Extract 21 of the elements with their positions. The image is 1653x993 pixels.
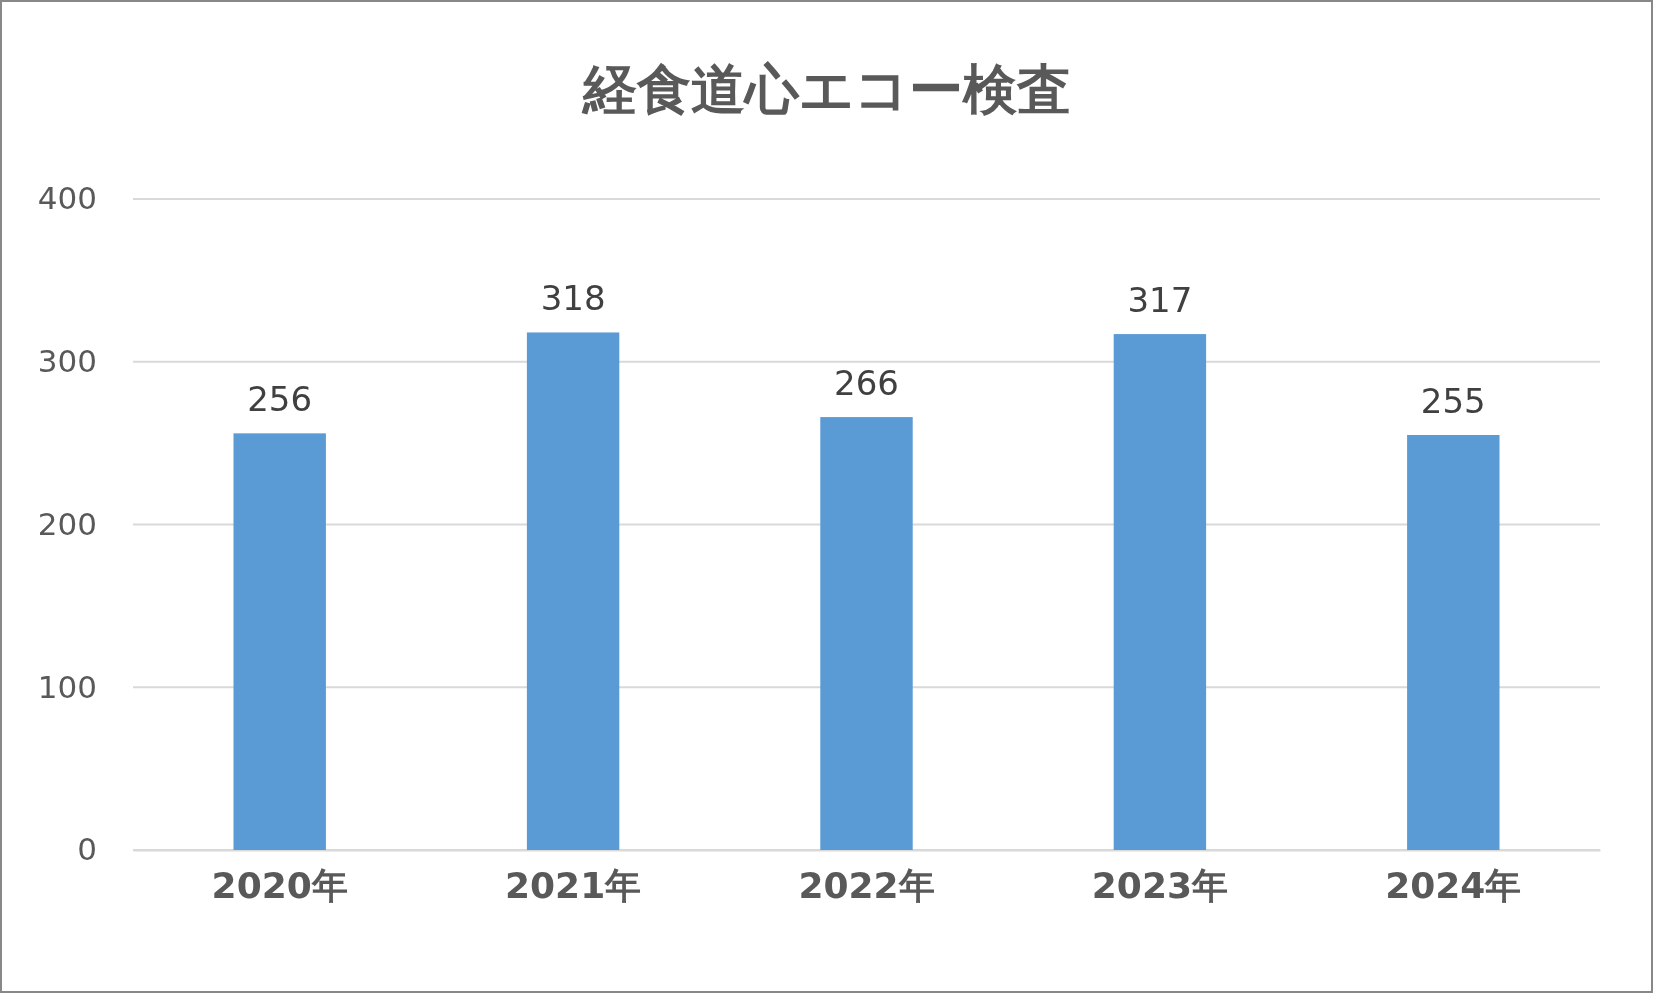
bar [820, 417, 913, 850]
x-tick-label: 2023年 [1091, 864, 1228, 906]
data-label: 318 [540, 278, 606, 319]
chart-title: 経食道心エコー検査 [580, 58, 1071, 121]
data-label: 317 [1127, 280, 1193, 321]
y-tick-label: 100 [37, 668, 97, 705]
x-tick-label: 2020年 [211, 864, 348, 906]
y-tick-label: 400 [37, 180, 97, 217]
data-label: 255 [1420, 380, 1486, 421]
x-tick-label: 2024年 [1385, 864, 1522, 906]
bar [526, 332, 620, 850]
x-tick-label: 2022年 [798, 864, 935, 906]
y-tick-label: 200 [37, 505, 97, 542]
bar [1113, 334, 1207, 850]
x-tick-label: 2021年 [505, 864, 642, 906]
data-label: 256 [247, 379, 313, 420]
bar [1407, 434, 1500, 850]
y-tick-label: 0 [77, 831, 97, 868]
y-tick-label: 300 [37, 343, 97, 380]
bar [233, 433, 326, 850]
data-label: 266 [834, 363, 899, 404]
